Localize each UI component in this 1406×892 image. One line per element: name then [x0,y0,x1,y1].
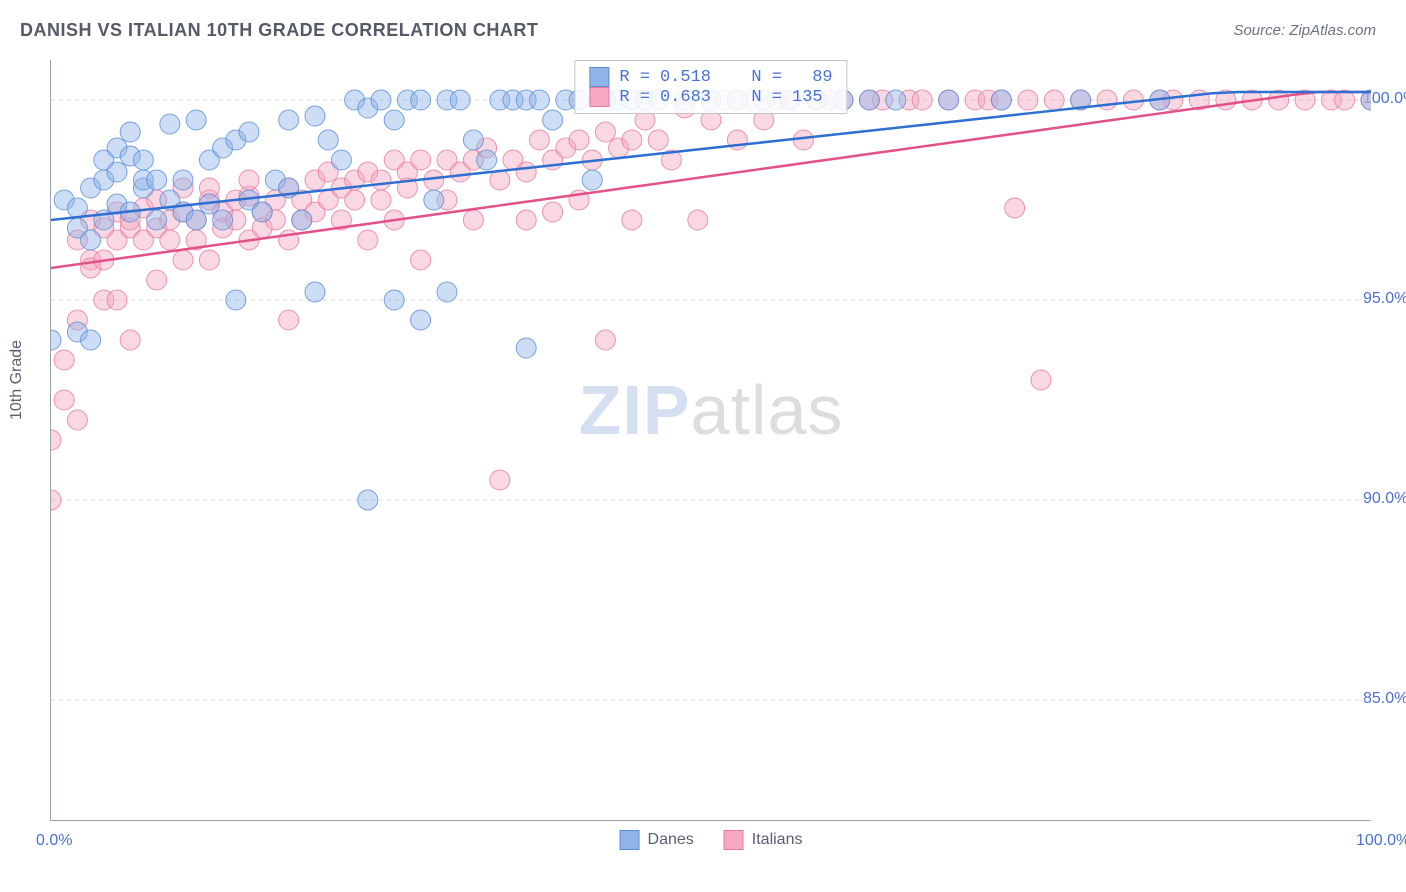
chart-svg [51,60,1371,820]
stat-R-label-2: R = [619,88,650,107]
stat-N-label: N = [751,68,782,87]
stat-N-italians: 135 [792,88,823,107]
swatch-italians-icon [589,87,609,107]
legend-label-italians: Italians [752,831,803,849]
stat-R-label: R = [619,68,650,87]
legend-swatch-danes-icon [620,830,640,850]
x-tick-label: 0.0% [36,832,72,850]
stat-N-danes: 89 [812,68,832,87]
legend-label-danes: Danes [648,831,694,849]
chart-container: DANISH VS ITALIAN 10TH GRADE CORRELATION… [0,0,1406,892]
plot-area: ZIPatlas R = 0.518 N = 89 R = 0.683 N = … [50,60,1371,821]
stats-row-italians: R = 0.683 N = 135 [589,87,832,107]
stat-N-label-2: N = [751,88,782,107]
chart-title: DANISH VS ITALIAN 10TH GRADE CORRELATION… [20,20,538,41]
legend-swatch-italians-icon [724,830,744,850]
legend: Danes Italians [620,830,803,850]
stat-R-danes: 0.518 [660,68,711,87]
x-tick-label: 100.0% [1356,832,1406,850]
swatch-danes-icon [589,67,609,87]
legend-item-danes: Danes [620,830,694,850]
source-label: Source: ZipAtlas.com [1233,22,1376,39]
stat-R-italians: 0.683 [660,88,711,107]
stats-box: R = 0.518 N = 89 R = 0.683 N = 135 [574,60,847,114]
stats-row-danes: R = 0.518 N = 89 [589,67,832,87]
y-axis-label: 10th Grade [8,340,26,420]
legend-item-italians: Italians [724,830,803,850]
